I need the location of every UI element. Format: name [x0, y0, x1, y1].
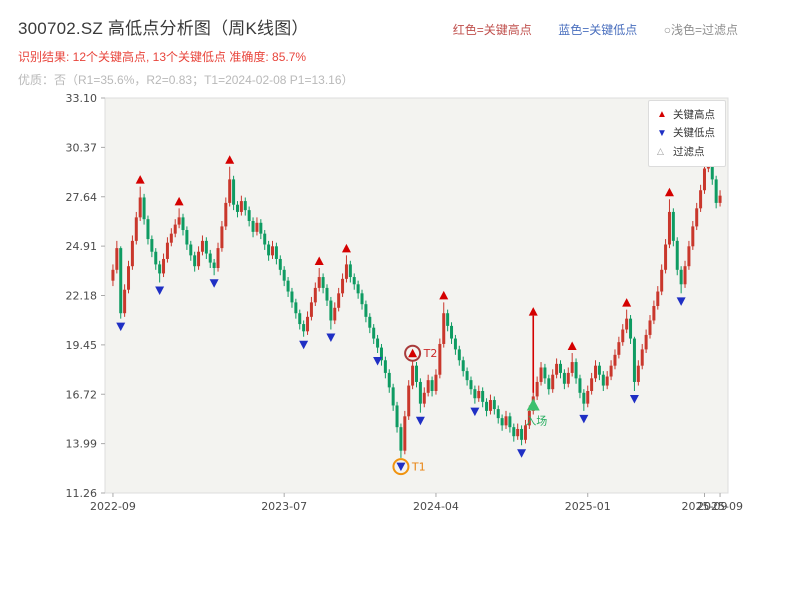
quality-result-text: 优质：否（R1=35.6%，R2=0.83；T1=2024-02-08 P1=1… — [18, 73, 354, 87]
svg-text:30.37: 30.37 — [66, 141, 98, 154]
svg-text:2024-04: 2024-04 — [413, 500, 459, 513]
svg-text:2022-09: 2022-09 — [90, 500, 136, 513]
legend-item-label: 过滤点 — [673, 145, 705, 158]
legend-item-filter: △ 过滤点 — [657, 143, 715, 161]
svg-text:T1: T1 — [411, 461, 426, 474]
legend-item-label: 关键高点 — [673, 109, 715, 121]
chart-inner-legend: ▲ 关键高点 ▼ 关键低点 △ 过滤点 — [648, 100, 726, 168]
svg-text:T2: T2 — [423, 347, 438, 360]
svg-text:2025-01: 2025-01 — [565, 500, 611, 513]
title-row: 300702.SZ 高低点分析图（周K线图） 红色=关键高点 蓝色=关键低点 ○… — [18, 14, 738, 39]
svg-text:16.72: 16.72 — [66, 388, 98, 401]
key-low-marker-icon: ▼ — [657, 127, 667, 139]
kline-chart: 33.10 30.37 27.64 24.91 22.18 19.45 16.72 13.99… — [0, 90, 800, 550]
filter-marker-icon: △ — [657, 146, 664, 157]
kline-svg: 33.10 30.37 27.64 24.91 22.18 19.45 16.72 13.99… — [66, 92, 744, 513]
svg-text:2025-09: 2025-09 — [682, 500, 728, 513]
svg-text:22.18: 22.18 — [66, 290, 98, 303]
svg-text:2025-09: 2025-09 — [697, 500, 743, 513]
svg-text:27.64: 27.64 — [66, 191, 98, 204]
legend-item-key-low: ▼ 关键低点 — [657, 124, 715, 142]
legend-key-low-text: 蓝色=关键低点 — [558, 23, 638, 37]
svg-text:33.10: 33.10 — [66, 92, 98, 105]
legend-item-label: 关键低点 — [673, 127, 715, 140]
recognition-result-text: 识别结果: 12个关键高点, 13个关键低点 准确度: 85.7% — [18, 50, 307, 64]
legend-item-key-high: ▲ 关键高点 — [657, 106, 715, 124]
page-header: 300702.SZ 高低点分析图（周K线图） 红色=关键高点 蓝色=关键低点 ○… — [0, 0, 800, 88]
svg-text:11.26: 11.26 — [66, 487, 98, 500]
svg-text:13.99: 13.99 — [66, 438, 98, 451]
svg-text:2023-07: 2023-07 — [261, 500, 307, 513]
header-legend: 红色=关键高点 蓝色=关键低点 ○浅色=过滤点 — [431, 21, 738, 39]
svg-text:19.45: 19.45 — [66, 339, 98, 352]
page-title: 300702.SZ 高低点分析图（周K线图） — [18, 19, 309, 38]
key-high-marker-icon: ▲ — [657, 109, 667, 121]
legend-key-high-text: 红色=关键高点 — [452, 23, 532, 37]
svg-text:入场: 入场 — [525, 413, 547, 427]
legend-filter-text: ○浅色=过滤点 — [663, 23, 738, 37]
svg-text:24.91: 24.91 — [66, 240, 98, 253]
